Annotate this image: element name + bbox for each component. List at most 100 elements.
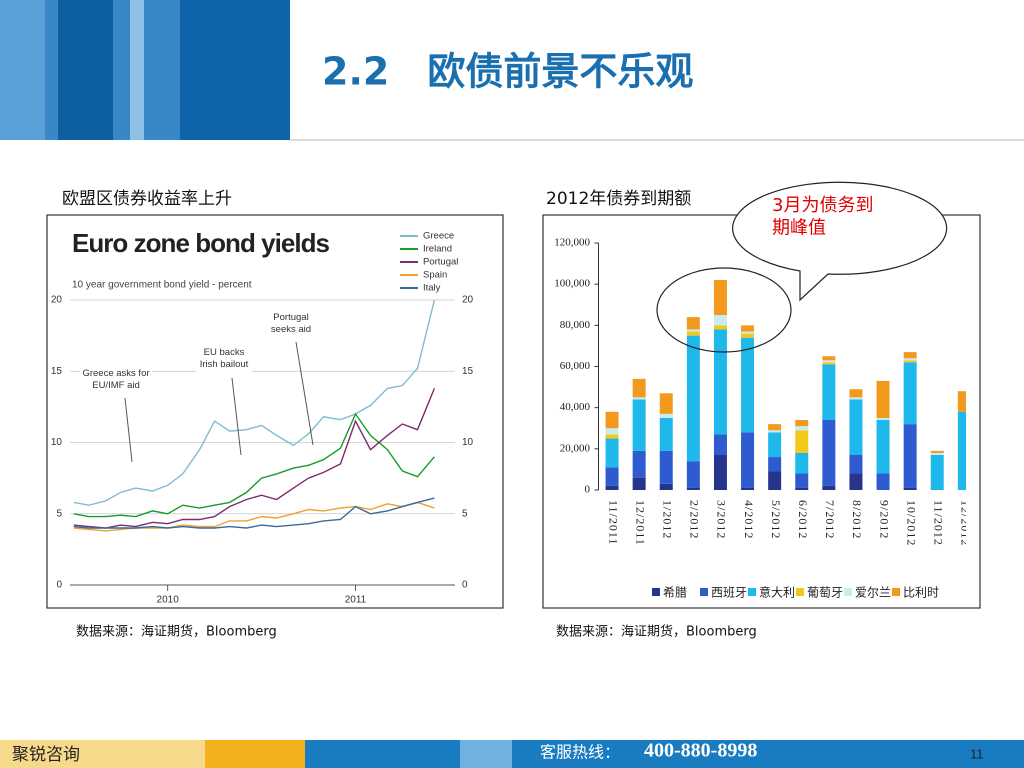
bar-segment (741, 432, 755, 488)
legend-label: Spain (423, 270, 447, 281)
y-tick-label: 80,000 (560, 319, 591, 331)
bar-segment (686, 335, 700, 462)
bar-segment (876, 473, 890, 490)
legend-label: Portugal (423, 257, 458, 268)
text-line: EU backs (204, 347, 245, 358)
legend-label: 葡萄牙 (807, 586, 843, 600)
bar-segment (713, 315, 727, 326)
x-tick-label: 2011 (345, 595, 367, 606)
bar-segment (686, 331, 700, 336)
bar-segment (659, 450, 673, 484)
bar-segment (822, 362, 836, 365)
bar-segment (741, 333, 755, 338)
x-tick-label: 4/2012 (742, 500, 756, 539)
bar-segment (632, 397, 646, 400)
bar-segment (741, 325, 755, 332)
footer-block (305, 740, 460, 768)
legend-label: 爱尔兰 (855, 585, 891, 600)
company-name: 聚锐咨询 (12, 745, 80, 765)
text-line: Greece asks for (82, 368, 149, 379)
source-note: 数据来源：海证期货，Bloomberg (556, 624, 757, 640)
legend-swatch (796, 588, 804, 596)
bar-segment (713, 434, 727, 456)
text-line: 期峰值 (772, 218, 826, 239)
annotation-bg (266, 309, 316, 341)
legend-label: 意大利 (759, 585, 795, 600)
bar-segment (632, 378, 646, 398)
bar-segment (686, 461, 700, 488)
legend-label: Greece (423, 231, 454, 242)
chart-subtitle: 10 year government bond yield - percent (72, 280, 252, 291)
legend-label: 希腊 (663, 585, 687, 600)
line-chart: 0 0 5 5 10 10 15 15 20 20 2010 2011 Greece Ireland Por… (51, 231, 474, 606)
bar-segment (741, 487, 755, 490)
header-stripe (180, 0, 290, 140)
y-tick-label: 0 (56, 580, 62, 591)
y-tick-label-right: 5 (462, 508, 468, 519)
bar-segment (659, 417, 673, 451)
legend-swatch (748, 588, 756, 596)
bar-segment (686, 487, 700, 490)
bar-segment (930, 455, 944, 490)
slide-title: 2.2 欧债前景不乐观 (322, 50, 693, 94)
bar-segment (768, 471, 782, 490)
annotation: EU backs Irish bailout (200, 347, 249, 370)
series-line (73, 299, 436, 506)
text-line: Portugal (273, 312, 308, 323)
bar-segment (876, 380, 890, 418)
annotation-pointer (231, 377, 242, 456)
bar-segment (713, 455, 727, 490)
text-line: 3月为债务到 (772, 195, 873, 216)
source-note: 数据来源：海证期货，Bloomberg (76, 624, 277, 640)
bar-segment (632, 477, 646, 490)
x-tick-label: 12/2012 (959, 500, 973, 546)
series-line (73, 412, 435, 518)
legend-label: 比利时 (903, 586, 939, 600)
y-tick-label: 100,000 (554, 278, 590, 290)
bar-segment (713, 280, 727, 316)
annotation: Portugal seeks aid (271, 312, 311, 335)
bar-segment (686, 329, 700, 332)
header-stripe (0, 0, 45, 140)
bar-segment (903, 424, 917, 488)
y-tick-label: 0 (585, 484, 591, 496)
x-tick-label: 3/2012 (715, 500, 729, 539)
legend-swatch (844, 588, 852, 596)
legend-swatch (652, 588, 660, 596)
bar-segment (822, 485, 836, 490)
header-stripe (130, 0, 144, 140)
bar-segment (903, 358, 917, 361)
bar-segment (686, 317, 700, 330)
bar-segment (903, 360, 917, 363)
bar-segment (822, 356, 836, 361)
footer-block (460, 740, 512, 768)
bar-segment (659, 483, 673, 490)
bar-segment (930, 450, 944, 453)
x-tick-label: 5/2012 (769, 500, 783, 539)
footer-block (512, 740, 1024, 768)
y-tick-label: 5 (56, 508, 62, 519)
text-line: seeks aid (271, 323, 311, 334)
x-tick-label: 11/2011 (606, 500, 620, 545)
y-tick-label-right: 15 (462, 366, 474, 377)
y-tick-label: 120,000 (554, 237, 590, 249)
bar-segment (768, 457, 782, 472)
x-tick-label: 10/2012 (904, 500, 918, 546)
y-tick-label-right: 0 (462, 580, 468, 591)
bar-segment (849, 389, 863, 398)
bar-segment (795, 426, 809, 431)
bar-segment (876, 420, 890, 474)
x-tick-label: 6/2012 (796, 500, 810, 539)
header-stripe (58, 0, 113, 140)
text-line: Irish bailout (200, 358, 249, 369)
legend-swatch (700, 588, 708, 596)
x-tick-label: 2010 (157, 595, 180, 606)
y-tick-label: 15 (51, 366, 63, 377)
annotation-pointer (295, 341, 314, 446)
x-tick-label: 8/2012 (850, 500, 864, 539)
series-line (73, 497, 435, 529)
chart-title: Euro zone bond yields (72, 228, 330, 258)
bar-segment (741, 331, 755, 334)
x-tick-label: 9/2012 (877, 500, 891, 539)
page-number: 11 (970, 746, 984, 761)
